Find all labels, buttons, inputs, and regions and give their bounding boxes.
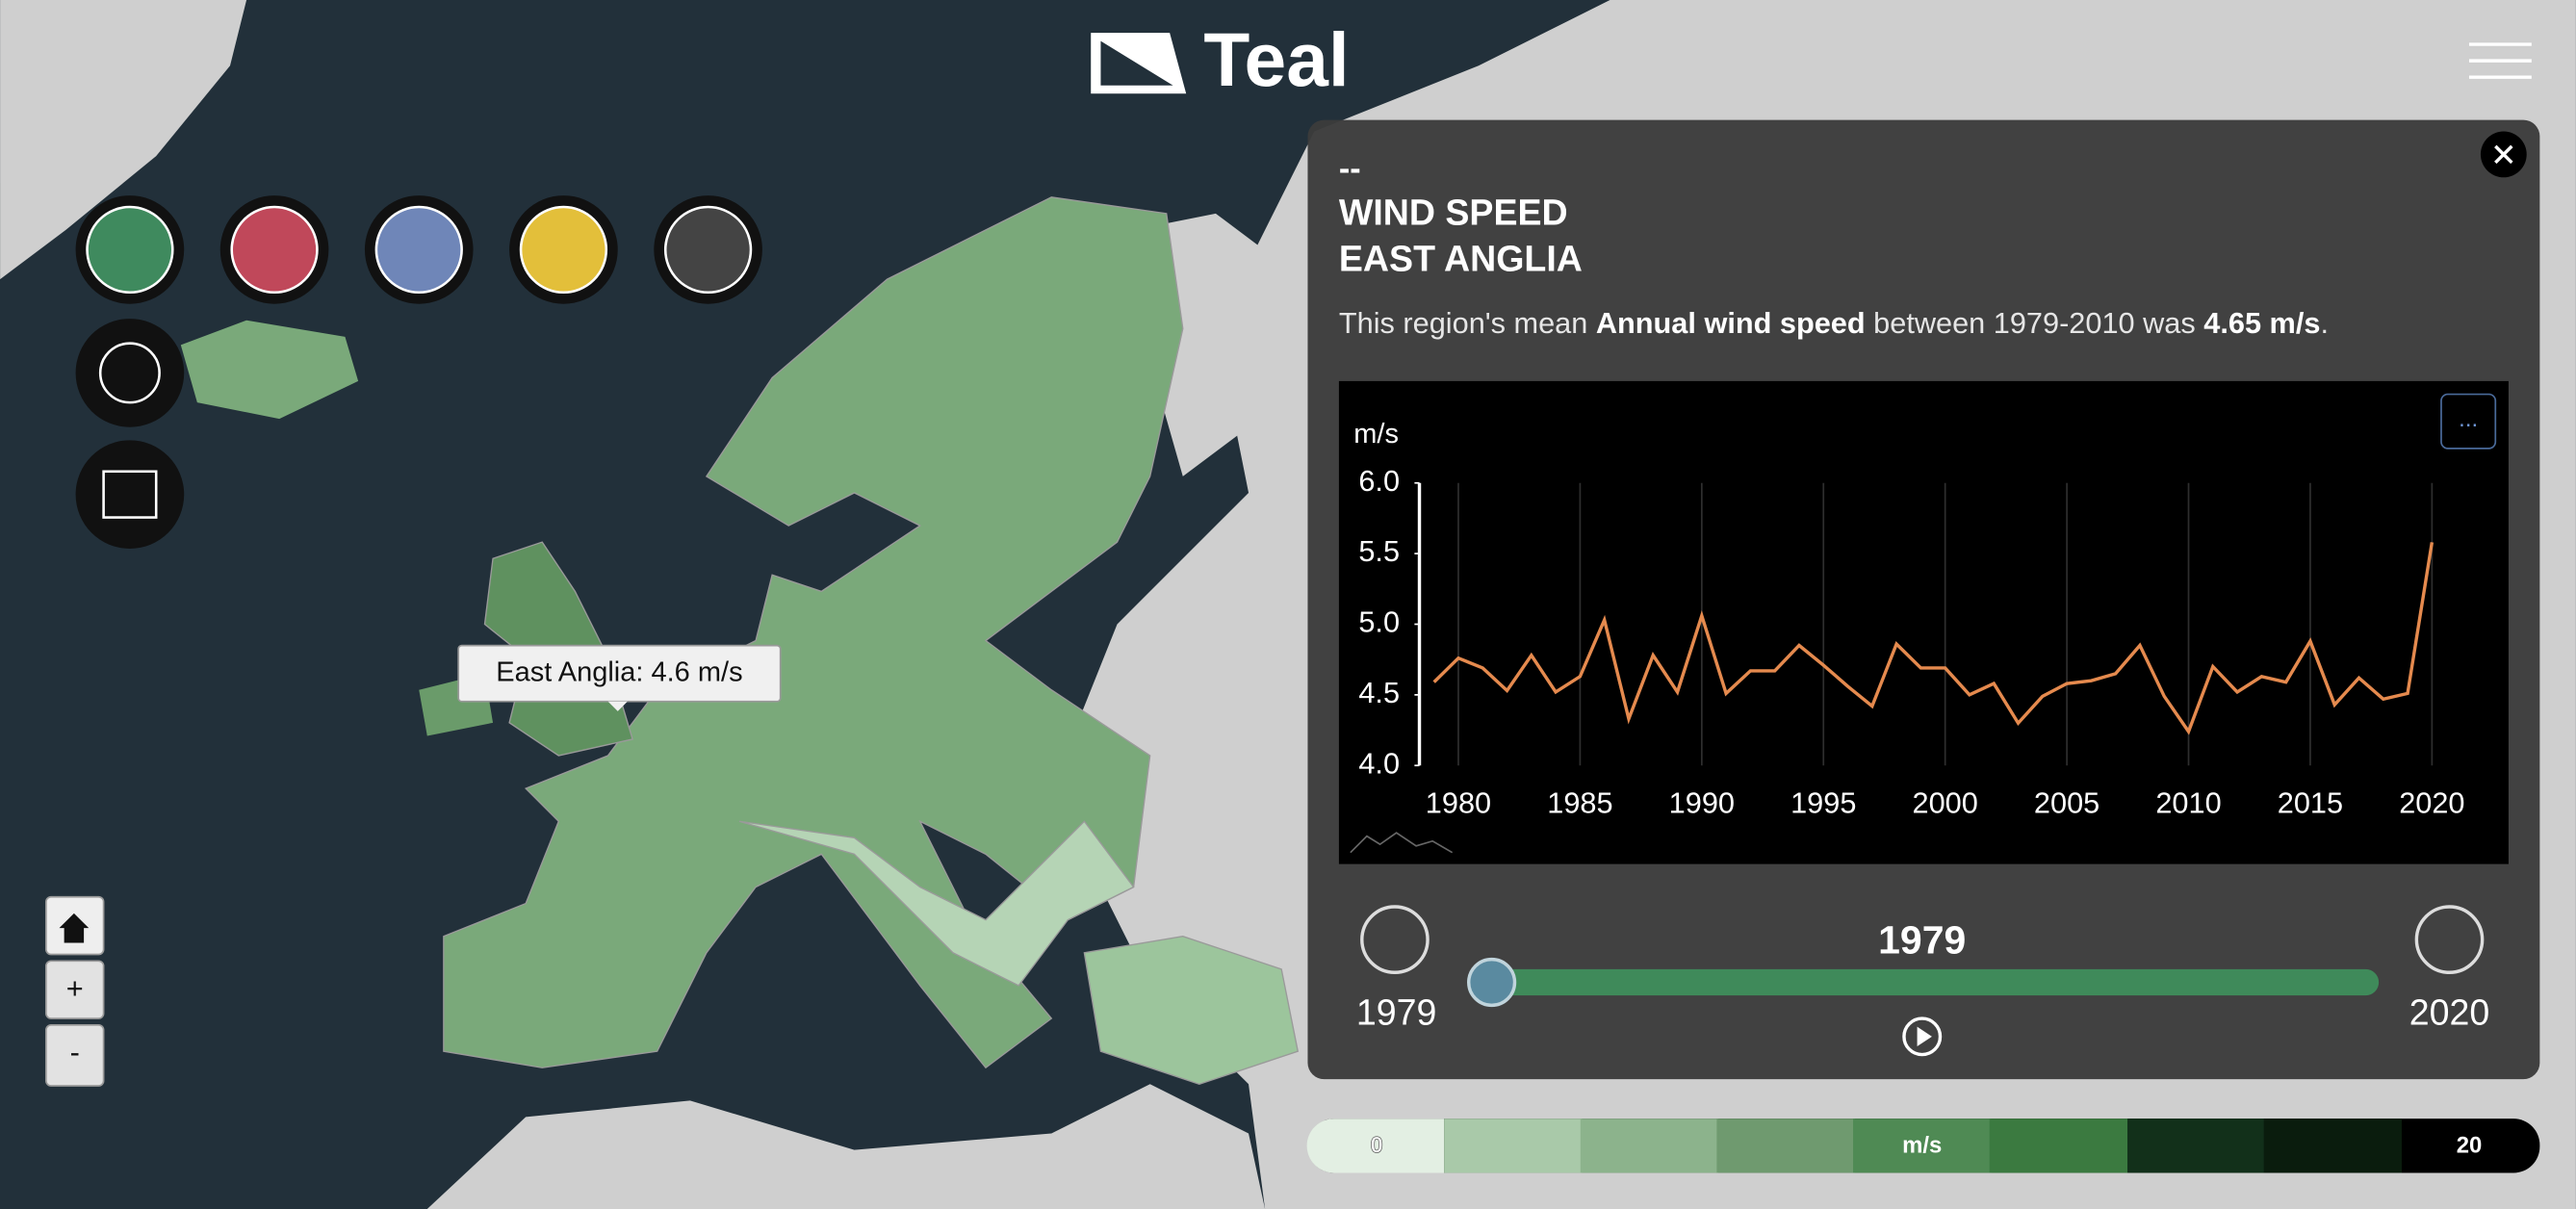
chart-watermark — [1350, 832, 1454, 854]
color-legend: 0 m/s 20 — [1306, 1119, 2540, 1173]
region-iceland — [180, 320, 359, 420]
zoom-out-button[interactable] — [45, 1024, 105, 1087]
x-tick-label: 2010 — [2155, 785, 2221, 819]
legend-swatch — [1989, 1119, 2129, 1173]
clock-icon — [1360, 905, 1430, 974]
x-tick-label: 2020 — [2399, 785, 2464, 819]
chart-menu-button[interactable] — [2440, 393, 2497, 450]
clock-icon — [2414, 905, 2485, 974]
x-tick-label: 1995 — [1790, 785, 1856, 819]
desc-bold: Annual wind speed — [1596, 306, 1866, 340]
logo-mark — [1091, 33, 1187, 94]
legend-swatch — [1853, 1119, 1992, 1173]
region-south — [738, 820, 1135, 987]
panel-subtitle: EAST ANGLIA — [1339, 238, 1583, 278]
x-tick-label: 1990 — [1669, 785, 1735, 819]
rain-icon — [374, 205, 463, 295]
legend-unit: m/s — [1902, 1132, 1942, 1158]
desc-bold: 4.65 m/s — [2203, 306, 2320, 340]
slider-track[interactable] — [1491, 968, 2380, 996]
land-greenland — [0, 0, 247, 280]
desc-text: . — [2320, 306, 2329, 340]
y-axis-label: m/s — [1353, 419, 1399, 450]
globe-button[interactable] — [75, 319, 185, 427]
y-tick-label: 5.5 — [1358, 534, 1400, 568]
play-button[interactable] — [1902, 1016, 1943, 1057]
legend-min: 0 — [1371, 1132, 1383, 1158]
desc-text: between 1979-2010 was — [1866, 306, 2204, 340]
data-line — [1432, 542, 2434, 735]
zoom-in-label: + — [66, 971, 84, 1005]
x-tick-label: 1980 — [1426, 785, 1491, 819]
panel-dash: -- — [1339, 150, 1361, 187]
tooltip-arrow — [607, 701, 628, 711]
slider-current: 1979 — [1878, 917, 1966, 962]
y-tick-label: 4.0 — [1358, 746, 1400, 780]
legend-max: 20 — [2457, 1132, 2483, 1158]
play-icon — [1917, 1026, 1932, 1047]
close-icon — [2494, 144, 2513, 165]
chart-menu-label: ... — [2459, 406, 2478, 432]
slider-thumb[interactable] — [1467, 957, 1517, 1008]
wind-icon — [86, 205, 174, 295]
slider-max: 2020 — [2409, 992, 2490, 1033]
panel-title: WIND SPEED — [1339, 192, 1568, 232]
panel-description: This region's mean Annual wind speed bet… — [1339, 306, 2329, 340]
sun-icon — [519, 205, 608, 295]
layer-buttons — [75, 195, 762, 549]
desc-text: This region's mean — [1339, 306, 1596, 340]
home-icon — [59, 913, 90, 943]
zoom-in-button[interactable] — [45, 960, 105, 1019]
y-tick-label: 6.0 — [1358, 464, 1400, 498]
tooltip-box — [457, 644, 782, 703]
chart: 4.0 4.5 5.0 5.5 6.0 1980 1985 1990 1995 2000 2005 2… — [1358, 464, 2464, 819]
zoom-out-label: - — [70, 1036, 80, 1069]
land-africa — [426, 1084, 1266, 1209]
legend-swatch — [2127, 1119, 2266, 1173]
x-tick-label: 2005 — [2034, 785, 2099, 819]
legend-swatch — [1580, 1119, 1719, 1173]
legend-swatch — [2263, 1119, 2403, 1173]
legend-swatch — [1444, 1119, 1583, 1173]
legend-swatch — [1306, 1119, 1445, 1173]
globe-icon — [98, 342, 161, 404]
y-tick-label: 5.0 — [1358, 605, 1400, 639]
x-tick-label: 2015 — [2278, 785, 2343, 819]
logo-text: Teal — [1203, 17, 1349, 102]
x-tick-label: 2000 — [1913, 785, 1978, 819]
slider-min: 1979 — [1356, 992, 1436, 1033]
calendar-button[interactable] — [75, 440, 185, 549]
y-tick-label: 4.5 — [1358, 676, 1400, 709]
tooltip-text: East Anglia: 4.6 m/s — [496, 656, 742, 687]
calendar-icon — [102, 470, 158, 519]
legend-swatch — [1716, 1119, 1855, 1173]
region-turkey — [1083, 936, 1300, 1086]
chart-area — [1338, 380, 2509, 864]
x-tick-label: 1985 — [1547, 785, 1612, 819]
temperature-icon — [230, 205, 319, 295]
co2-icon — [663, 205, 753, 295]
menu-button[interactable] — [2468, 42, 2532, 79]
